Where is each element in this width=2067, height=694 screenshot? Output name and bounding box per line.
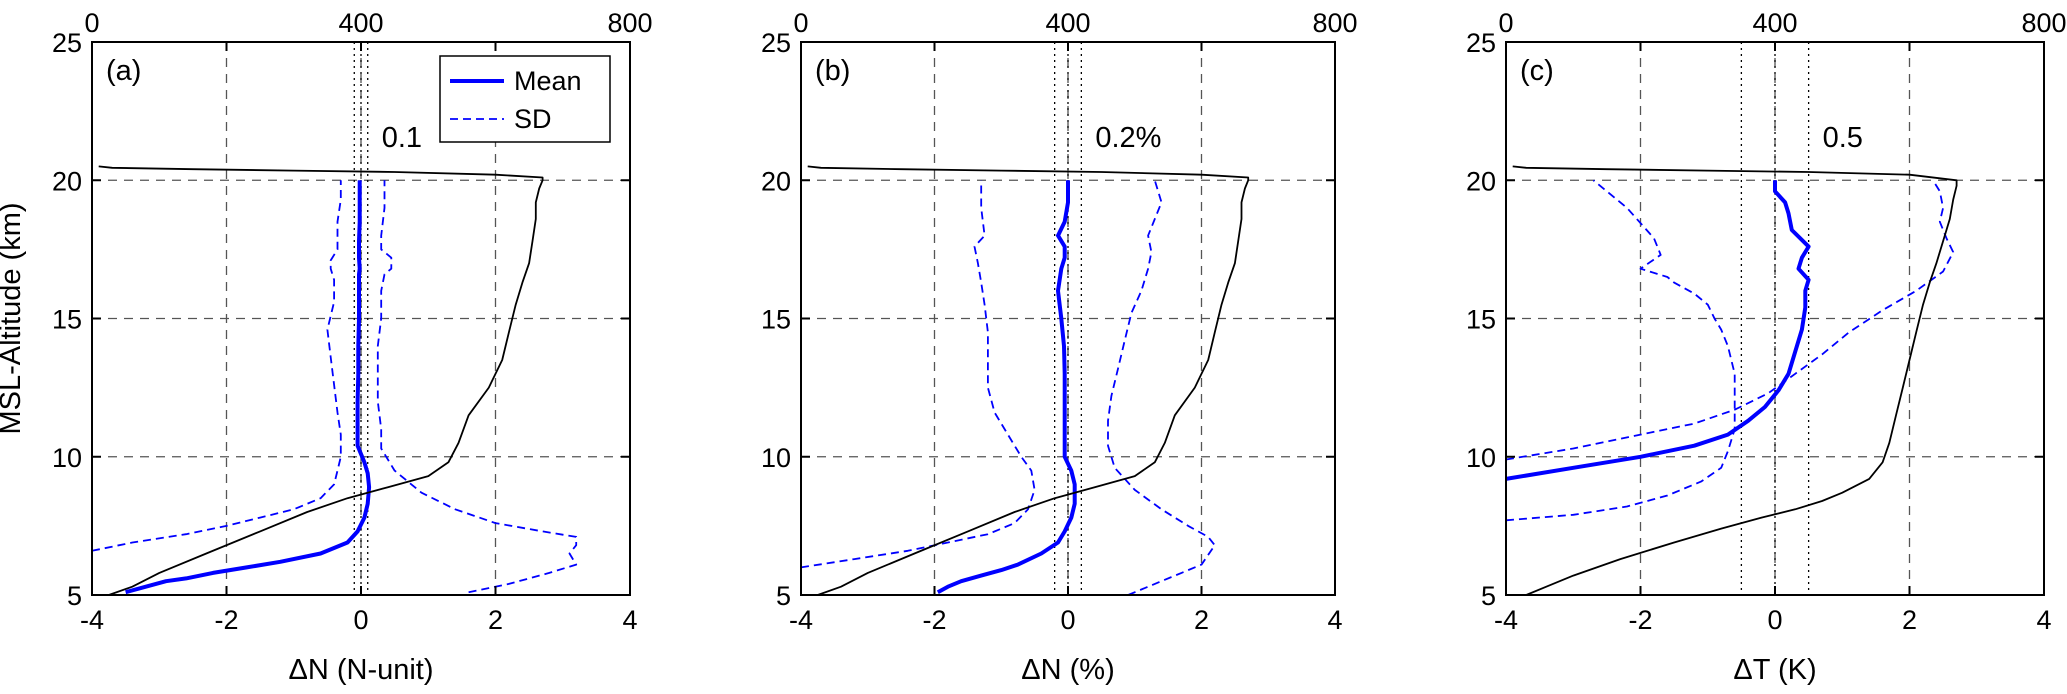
mean-line [936,180,1077,594]
mean-line [125,180,372,595]
x-tick-label: 0 [1060,605,1075,635]
y-tick-label: 25 [1466,28,1496,58]
mean-line [1505,180,1811,481]
x-tick-label: 4 [622,605,637,635]
x-tick-label: 0 [1767,605,1782,635]
y-tick-label: 20 [761,166,791,196]
panel-label: (b) [815,55,850,87]
panel-label: (a) [106,55,141,87]
y-tick-label: 20 [52,166,82,196]
y-tick-label: 15 [52,305,82,335]
y-tick-label: 5 [67,581,82,611]
legend: Mean SD [439,55,611,143]
panel-label: (c) [1520,55,1554,87]
x-tick-label: 4 [1327,605,1342,635]
y-tick-label: 20 [1466,166,1496,196]
sd-line [1107,180,1216,596]
x-tick-label: -4 [80,605,104,635]
y-tick-label: 15 [761,305,791,335]
top-x-tick-label: 800 [2021,8,2066,38]
panel-1: -4 -2 0 2 4 0 400 800 5 10 15 20 25 ΔN (N-unit) MSL-Al… [0,8,653,686]
x-axis-title: ΔN (N-unit) [288,654,433,686]
profile-count-line [807,165,1250,596]
y-tick-label: 25 [52,28,82,58]
y-tick-label: 5 [776,581,791,611]
sd-line [800,180,1036,569]
x-tick-label: -2 [922,605,946,635]
sd-line [91,180,342,552]
x-tick-label: -4 [1494,605,1518,635]
x-tick-label: 2 [1902,605,1917,635]
top-x-tick-label: 800 [1312,8,1357,38]
x-tick-label: 2 [488,605,503,635]
legend-box [439,55,611,143]
y-tick-label: 15 [1466,305,1496,335]
x-axis-title: ΔN (%) [1021,654,1114,686]
legend-mean-label: Mean [514,66,582,96]
top-x-tick-label: 400 [1045,8,1090,38]
x-tick-label: -2 [214,605,238,635]
x-tick-label: 2 [1194,605,1209,635]
threshold-annotation: 0.1 [382,122,422,154]
sd-line [1505,179,1955,461]
y-tick-label: 25 [761,28,791,58]
profile-count-line [1512,165,1958,596]
y-tick-label: 5 [1481,581,1496,611]
panel-2: -4 -2 0 2 4 0 400 800 5 10 15 20 25 ΔN (%) (b) 0.2% [761,8,1358,686]
x-tick-label: -4 [789,605,813,635]
top-x-tick-label: 400 [1752,8,1797,38]
legend-sd-label: SD [514,104,552,134]
threshold-annotation: 0.2% [1095,122,1161,154]
panel-3: -4 -2 0 2 4 0 400 800 5 10 15 20 25 ΔT (K) (c) 0.5 [1466,8,2067,686]
y-tick-label: 10 [1466,443,1496,473]
x-tick-label: 4 [2036,605,2051,635]
x-tick-label: 0 [353,605,368,635]
top-x-tick-label: 0 [793,8,808,38]
top-x-tick-label: 0 [84,8,99,38]
threshold-annotation: 0.5 [1823,122,1863,154]
y-axis-title: MSL-Altitude (km) [0,202,27,434]
sd-line [376,180,578,594]
x-axis-title: ΔT (K) [1733,654,1816,686]
profile-count-line [98,165,544,596]
top-x-tick-label: 400 [338,8,383,38]
y-tick-label: 10 [761,443,791,473]
top-x-tick-label: 800 [607,8,652,38]
y-tick-label: 10 [52,443,82,473]
sd-line [1505,179,1736,522]
top-x-tick-label: 0 [1498,8,1513,38]
x-tick-label: -2 [1628,605,1652,635]
